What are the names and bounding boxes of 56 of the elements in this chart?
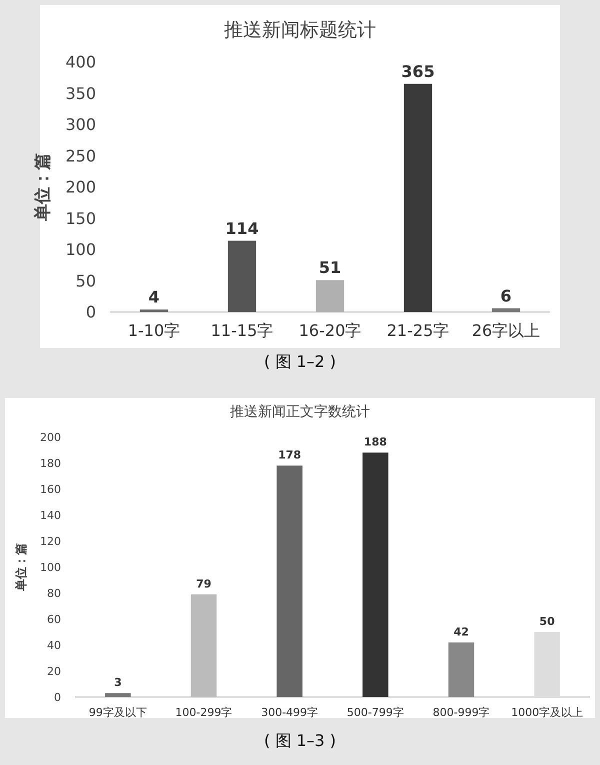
x-tick-label: 300-499字 <box>261 706 318 719</box>
y-tick-label: 200 <box>65 178 96 197</box>
x-tick-label: 800-999字 <box>432 706 490 719</box>
y-tick-label: 160 <box>40 482 61 496</box>
data-label: 365 <box>401 62 435 81</box>
x-tick-label: 26字以上 <box>472 321 540 340</box>
bar <box>448 642 474 697</box>
y-tick-label: 60 <box>47 612 61 626</box>
bar <box>492 308 520 312</box>
bar <box>105 693 131 697</box>
data-label: 114 <box>225 218 259 238</box>
data-label: 178 <box>278 448 302 462</box>
y-tick-label: 0 <box>86 302 96 322</box>
y-tick-label: 300 <box>65 115 96 134</box>
data-label: 50 <box>539 615 556 628</box>
data-label: 3 <box>114 676 122 690</box>
bar <box>404 84 432 312</box>
chart-title: 推送新闻标题统计 <box>224 19 376 41</box>
data-label: 6 <box>500 286 512 306</box>
x-tick-label: 1-10字 <box>128 321 180 340</box>
y-tick-label: 250 <box>65 146 96 166</box>
chart-title: 推送新闻正文字数统计 <box>230 404 370 420</box>
x-tick-label: 16-20字 <box>298 321 362 340</box>
text: ( 图 1–3 ) <box>264 731 336 750</box>
y-tick-label: 80 <box>47 586 61 600</box>
x-tick-label: 1000字及以上 <box>511 706 584 719</box>
y-tick-label: 200 <box>40 430 61 444</box>
text: ( 图 1–2 ) <box>264 352 336 371</box>
bar <box>362 452 388 697</box>
x-tick-label: 500-799字 <box>346 706 404 719</box>
y-tick-label: 120 <box>40 534 61 548</box>
y-tick-label: 150 <box>65 208 96 228</box>
y-tick-label: 140 <box>40 508 61 522</box>
y-tick-label: 0 <box>54 690 61 704</box>
y-tick-label: 20 <box>47 664 61 678</box>
y-tick-label: 50 <box>76 271 96 290</box>
y-axis-title: 单位：篇 <box>14 543 28 592</box>
bar <box>276 466 302 697</box>
data-label: 51 <box>318 258 342 278</box>
x-tick-label: 21-25字 <box>386 321 450 340</box>
x-tick-label: 11-15字 <box>210 321 274 340</box>
bar <box>228 240 256 312</box>
data-label: 4 <box>148 288 160 306</box>
bar <box>534 632 560 697</box>
y-tick-label: 350 <box>65 84 96 103</box>
y-tick-label: 100 <box>40 560 61 574</box>
data-label: 42 <box>454 625 469 638</box>
y-tick-label: 400 <box>65 52 96 72</box>
data-label: 79 <box>196 577 212 590</box>
data-label: 188 <box>364 436 387 449</box>
x-tick-label: 100-299字 <box>175 706 232 719</box>
y-axis-title: 单位：篇 <box>33 153 53 222</box>
y-tick-label: 100 <box>65 240 96 260</box>
y-tick-label: 40 <box>47 638 61 652</box>
y-tick-label: 180 <box>40 456 61 470</box>
x-tick-label: 99字及以下 <box>88 706 147 719</box>
